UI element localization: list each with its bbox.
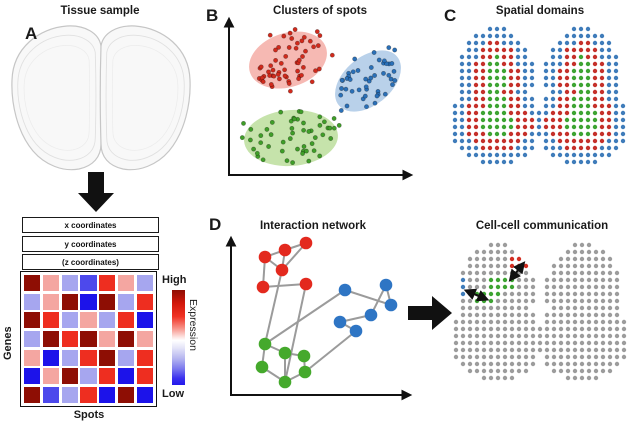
right-arrow [408,296,452,330]
panel-b-label: B [206,6,219,25]
panel-a-label: A [25,24,38,43]
heatmap-cell [42,275,60,292]
heatmap-cell [99,349,116,366]
heatmap-cell [24,368,41,385]
heatmap-cell [99,368,116,385]
heatmap-cell [24,330,41,348]
genes-axis-label: Genes [2,326,14,360]
heatmap-cell [99,312,116,329]
heatmap-cell [61,293,78,310]
heatmap-cell [117,368,135,385]
heatmap-cell [99,275,116,292]
x-coordinates-box: x coordinates [22,217,159,233]
heatmap-cell [136,293,153,310]
heatmap-cell [61,349,78,366]
heatmap-cell [99,330,116,348]
cell-communication-dots [453,242,627,381]
heatmap-cell [136,349,153,366]
heatmap-cell [61,330,78,348]
heatmap-cell [117,386,135,403]
heatmap-cell [99,293,116,310]
clusters-axes [223,16,414,181]
heatmap-cell [80,293,97,310]
heatmap-cell [80,312,97,329]
heatmap-cell [42,368,60,385]
colorbar-low-label: Low [162,388,184,400]
heatmap-cell [117,312,135,329]
heatmap-cell [42,386,60,403]
expression-label: Expression [187,299,199,351]
panel-d-label: D [209,215,222,234]
heatmap-cell [42,293,60,310]
heatmap-cell [117,330,135,348]
heatmap-cell [61,275,78,292]
panel-a-title: Tissue sample [60,5,140,17]
communication-title: Cell-cell communication [475,220,609,232]
spots-axis-label: Spots [73,409,105,421]
panel-c-title: Spatial domains [495,5,585,17]
heatmap-cell [136,368,153,385]
heatmap-cell [61,312,78,329]
z-coordinates-box: (z coordinates) [22,254,159,270]
network-axes [225,235,413,401]
heatmap-cell [80,386,97,403]
heatmap-cell [24,312,41,329]
heatmap-cell [61,386,78,403]
heatmap-cell [136,330,153,348]
heatmap-cell [136,275,153,292]
heatmap-cell [61,368,78,385]
heatmap-cell [24,275,41,292]
down-arrow [78,172,114,212]
heatmap-cell [136,386,153,403]
heatmap-cell [42,312,60,329]
heatmap-cell [42,349,60,366]
heatmap-cell [117,275,135,292]
panel-c-label: C [444,6,457,25]
heatmap-cell [80,330,97,348]
expression-heatmap [20,271,157,407]
panel-b-title: Clusters of spots [273,5,367,17]
expression-colorbar [172,290,185,385]
heatmap-cell [80,368,97,385]
heatmap-cell [24,293,41,310]
colorbar-high-label: High [162,274,187,286]
y-coordinates-box: y coordinates [22,236,159,252]
heatmap-cell [117,293,135,310]
heatmap-cell [80,349,97,366]
tissue-sample-drawing [11,25,191,171]
heatmap-cell [136,312,153,329]
heatmap-cell [24,349,41,366]
heatmap-cell [80,275,97,292]
spatial-domains-dots [452,26,626,165]
communication-arrows [463,261,526,302]
heatmap-cell [117,349,135,366]
heatmap-cell [42,330,60,348]
clusters-scatter [239,27,401,167]
interaction-network [255,236,398,389]
heatmap-cell [24,386,41,403]
network-title: Interaction network [259,220,367,232]
heatmap-cell [99,386,116,403]
